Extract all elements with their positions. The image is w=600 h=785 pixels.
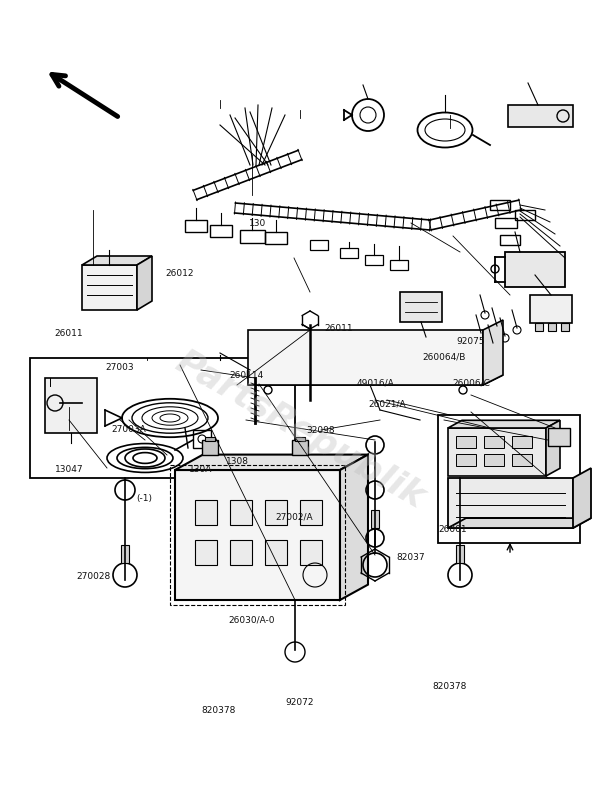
Bar <box>265 500 287 525</box>
Bar <box>240 230 265 243</box>
Bar <box>230 500 252 525</box>
Bar <box>484 436 504 448</box>
Text: PartsRepublik: PartsRepublik <box>169 345 431 515</box>
Bar <box>512 436 532 448</box>
Text: 820378: 820378 <box>202 706 236 715</box>
Bar <box>515 210 535 220</box>
Text: 130: 130 <box>250 219 266 228</box>
Bar <box>340 248 358 258</box>
Bar <box>456 436 476 448</box>
Bar <box>512 454 532 466</box>
Bar <box>365 255 383 265</box>
Bar <box>195 500 217 525</box>
Text: 13047: 13047 <box>55 465 83 474</box>
Text: 260114: 260114 <box>229 371 263 380</box>
Text: 82037: 82037 <box>397 553 425 562</box>
Polygon shape <box>175 455 368 470</box>
Bar <box>390 260 408 270</box>
Text: 27003A: 27003A <box>112 425 146 434</box>
Bar <box>193 430 211 448</box>
Text: 26030/A-0: 26030/A-0 <box>229 615 275 625</box>
Polygon shape <box>137 256 152 310</box>
Bar <box>247 370 263 378</box>
Text: 26012: 26012 <box>166 268 194 278</box>
Text: 130A: 130A <box>190 465 212 474</box>
Text: 32098: 32098 <box>307 425 335 435</box>
Bar <box>490 200 510 210</box>
Polygon shape <box>448 518 591 528</box>
Bar <box>505 252 565 287</box>
Bar <box>484 454 504 466</box>
Polygon shape <box>448 420 560 428</box>
Bar <box>295 436 305 440</box>
Bar <box>438 415 580 543</box>
Polygon shape <box>340 455 368 600</box>
Text: 26011: 26011 <box>55 329 83 338</box>
Bar <box>508 105 573 127</box>
Text: (-1): (-1) <box>136 494 152 503</box>
Polygon shape <box>483 320 503 385</box>
Bar <box>300 500 322 525</box>
Text: 26011: 26011 <box>325 323 353 333</box>
Bar <box>195 540 217 565</box>
Bar <box>310 240 328 250</box>
Bar <box>292 440 308 455</box>
Bar <box>205 436 215 440</box>
Bar <box>561 323 569 331</box>
Text: 26021/A: 26021/A <box>368 400 406 409</box>
Polygon shape <box>573 468 591 528</box>
Bar <box>265 540 287 565</box>
Polygon shape <box>248 330 483 385</box>
Bar <box>371 510 379 528</box>
Text: 27002/A: 27002/A <box>275 512 313 521</box>
Bar <box>300 540 322 565</box>
Bar <box>170 465 345 605</box>
Bar <box>495 218 517 228</box>
Bar <box>548 428 570 446</box>
Text: 1308: 1308 <box>226 457 248 466</box>
Text: 92072: 92072 <box>286 698 314 707</box>
Bar <box>185 220 207 232</box>
Bar <box>202 440 218 455</box>
Bar <box>530 295 572 323</box>
Bar <box>400 292 442 322</box>
Bar <box>448 478 573 528</box>
Text: 26001: 26001 <box>439 525 467 535</box>
Text: 260064/B: 260064/B <box>422 352 466 362</box>
Bar <box>456 454 476 466</box>
Text: 820378: 820378 <box>433 682 467 692</box>
Bar <box>210 225 232 237</box>
Bar <box>82 265 137 310</box>
Text: 92075: 92075 <box>457 337 485 346</box>
Text: 49016/A: 49016/A <box>356 378 394 388</box>
Polygon shape <box>82 256 152 265</box>
Bar <box>448 428 546 476</box>
Text: 270028: 270028 <box>76 572 110 582</box>
Bar <box>548 323 556 331</box>
Bar <box>500 235 520 245</box>
Bar <box>230 540 252 565</box>
Text: 26006/C: 26006/C <box>452 378 490 388</box>
Bar <box>45 378 97 433</box>
Bar <box>265 232 287 244</box>
Polygon shape <box>546 420 560 476</box>
Polygon shape <box>248 375 503 385</box>
Bar <box>30 358 295 478</box>
Bar <box>121 545 129 563</box>
Text: 27003: 27003 <box>106 363 134 372</box>
Bar <box>535 323 543 331</box>
Bar <box>175 470 340 600</box>
Bar <box>456 545 464 563</box>
